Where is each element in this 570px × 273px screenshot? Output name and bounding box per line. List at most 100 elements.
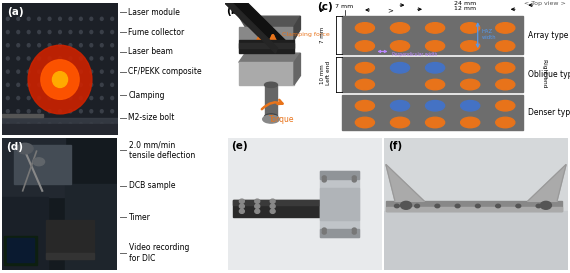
Circle shape [17,57,19,60]
Text: Torque: Torque [269,115,295,124]
Circle shape [17,83,19,87]
Circle shape [79,83,82,87]
Bar [320,171,359,237]
Circle shape [390,100,409,111]
Circle shape [322,176,326,179]
Polygon shape [294,53,300,85]
Circle shape [27,123,30,126]
Circle shape [38,83,40,87]
Circle shape [59,70,62,73]
Circle shape [27,70,30,73]
Circle shape [100,83,103,87]
Circle shape [401,201,412,209]
Circle shape [255,204,260,208]
Ellipse shape [52,72,67,87]
Circle shape [270,199,275,203]
Bar [14,145,71,184]
Bar [46,253,94,259]
Text: Timer: Timer [129,213,150,222]
Bar [342,95,523,130]
Circle shape [48,110,51,113]
Text: Video recording
for DIC: Video recording for DIC [129,243,189,263]
Circle shape [69,17,72,20]
Text: Laser module: Laser module [128,8,180,17]
Circle shape [6,83,9,87]
Text: Perpendicular width: Perpendicular width [392,52,437,57]
Circle shape [355,63,374,73]
Circle shape [48,31,51,34]
Circle shape [100,31,103,34]
Text: (b): (b) [226,6,243,16]
Circle shape [6,31,9,34]
Circle shape [90,31,93,34]
Bar [7,238,34,262]
Bar [320,171,359,179]
Circle shape [59,83,62,87]
Circle shape [390,63,409,73]
Text: 7 mm: 7 mm [320,27,324,43]
Text: 2.0 mm/min
tensile deflection: 2.0 mm/min tensile deflection [129,140,195,160]
Circle shape [435,204,439,208]
Circle shape [90,44,93,47]
Text: 10 mm: 10 mm [320,65,324,84]
Circle shape [390,41,409,51]
Circle shape [239,199,245,203]
Circle shape [69,31,72,34]
Circle shape [17,123,19,126]
Text: (d): (d) [7,142,23,152]
Circle shape [496,204,500,208]
Polygon shape [527,164,566,201]
Circle shape [426,41,445,51]
Circle shape [461,63,480,73]
Circle shape [79,96,82,100]
Bar [386,201,563,210]
Ellipse shape [28,45,92,114]
Circle shape [27,83,30,87]
Circle shape [79,31,82,34]
Circle shape [38,17,40,20]
Circle shape [48,44,51,47]
Circle shape [69,44,72,47]
Circle shape [17,17,19,20]
Text: >: > [387,7,393,13]
Circle shape [100,57,103,60]
Circle shape [38,96,40,100]
Circle shape [355,100,374,111]
Circle shape [38,123,40,126]
Circle shape [48,83,51,87]
Circle shape [100,70,103,73]
Circle shape [111,123,113,126]
Text: (a): (a) [7,7,23,17]
Bar [386,207,563,210]
Text: M2-size bolt: M2-size bolt [128,113,175,122]
Circle shape [69,57,72,60]
Polygon shape [225,0,285,53]
Circle shape [540,201,551,209]
Polygon shape [239,63,294,85]
Bar [2,114,43,117]
Text: (e): (e) [231,141,248,151]
Circle shape [6,17,9,20]
Circle shape [496,41,515,51]
Circle shape [496,23,515,33]
Circle shape [59,44,62,47]
Circle shape [69,96,72,100]
Circle shape [17,96,19,100]
Bar [65,184,117,270]
Circle shape [79,44,82,47]
Circle shape [27,57,30,60]
Circle shape [352,231,356,234]
Circle shape [496,63,515,73]
Circle shape [27,31,30,34]
Circle shape [17,31,19,34]
Circle shape [59,96,62,100]
Circle shape [516,204,521,208]
Circle shape [79,70,82,73]
Circle shape [69,83,72,87]
Circle shape [90,83,93,87]
Text: Fume collector: Fume collector [128,28,185,37]
Circle shape [59,123,62,126]
Circle shape [90,70,93,73]
Text: Right end: Right end [542,59,547,87]
Circle shape [17,44,19,47]
